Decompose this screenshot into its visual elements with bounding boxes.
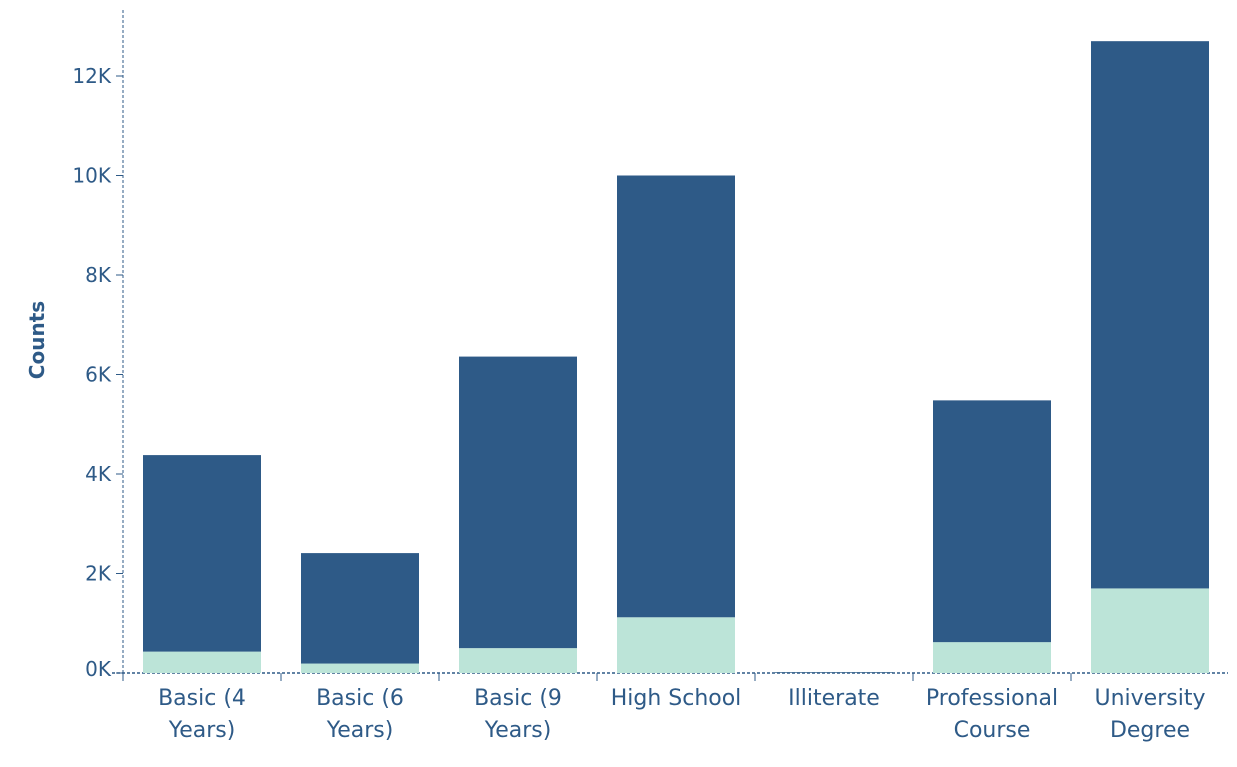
bar-segment-upper bbox=[1091, 41, 1209, 589]
y-tick-label: 8K bbox=[85, 263, 112, 287]
y-tick-label: 10K bbox=[72, 164, 111, 188]
x-category-label: University Degree bbox=[1095, 686, 1206, 743]
bar-segment-upper bbox=[459, 356, 577, 649]
bar-segment-upper bbox=[617, 175, 735, 618]
y-tick-label: 4K bbox=[85, 462, 112, 486]
bar-segment-upper bbox=[775, 672, 893, 673]
bar-segment-lower bbox=[617, 617, 735, 673]
bar-segment-lower bbox=[459, 648, 577, 673]
bar-segment-lower bbox=[1091, 588, 1209, 673]
bars bbox=[143, 41, 1209, 673]
y-tick-label: 0K bbox=[85, 657, 112, 681]
x-category-label: Basic (9 Years) bbox=[474, 686, 562, 743]
x-category-label: Professional Course bbox=[926, 686, 1058, 743]
y-tick-label: 6K bbox=[85, 363, 112, 387]
bar-segment-lower bbox=[933, 642, 1051, 673]
y-tick-label: 12K bbox=[72, 64, 111, 88]
bar-segment-lower bbox=[143, 651, 261, 673]
category-labels: Basic (4 Years) Basic (6 Years) Basic (9 Year… bbox=[158, 686, 1205, 743]
bar-segment-upper bbox=[933, 400, 1051, 643]
y-tick-label: 2K bbox=[85, 562, 112, 586]
x-category-label: Basic (4 Years) bbox=[158, 686, 246, 743]
bar-segment-upper bbox=[301, 553, 419, 664]
y-axis: 0K 2K 4K 6K 8K 10K 12K bbox=[72, 10, 124, 681]
x-category-label: Illiterate bbox=[788, 686, 880, 711]
x-category-label: High School bbox=[611, 686, 742, 711]
bar-segment-upper bbox=[143, 455, 261, 652]
x-category-label: Basic (6 Years) bbox=[316, 686, 404, 743]
bar-segment-lower bbox=[301, 663, 419, 673]
x-axis bbox=[112, 672, 1228, 681]
y-axis-title: Counts bbox=[25, 301, 49, 379]
